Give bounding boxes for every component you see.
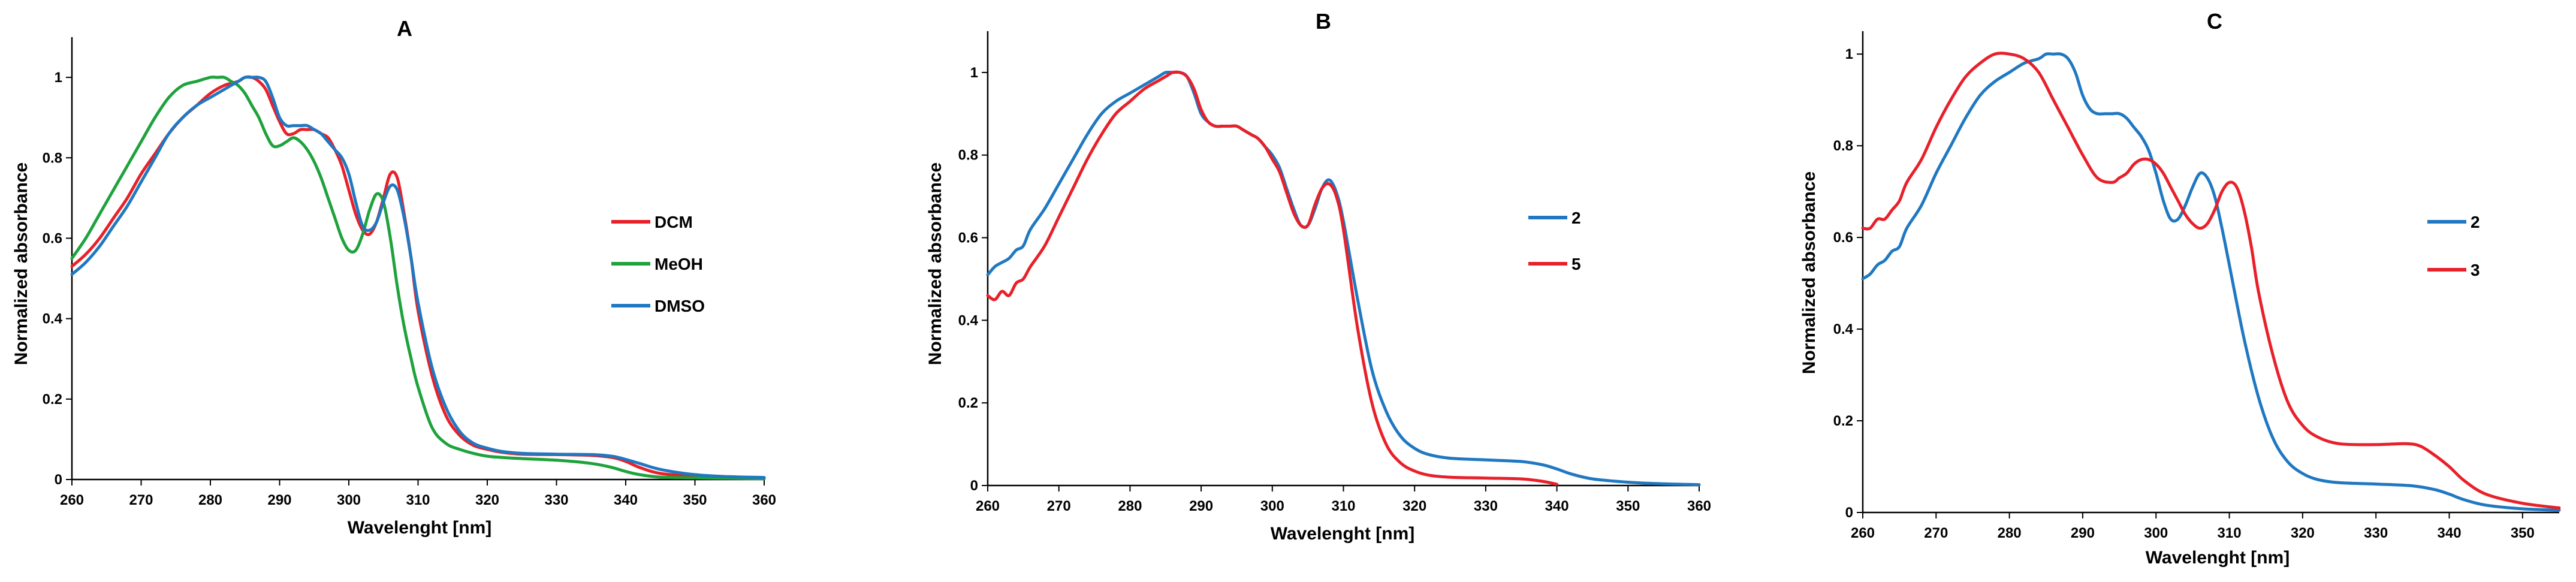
x-tick-label: 290 [1189,498,1213,514]
plot-area: 0 0.2 0.4 0.6 0.8 1 260 270 280 290 300 310 320 330 34… [958,31,1711,514]
x-tick-label: 270 [1924,525,1948,541]
x-axis-label: Wavelenght [nm] [1271,524,1415,544]
x-tick-label: 340 [614,492,638,508]
y-tick-label: 1 [970,65,978,81]
y-tick-label: 1 [55,70,62,86]
x-tick-label: 260 [1851,525,1875,541]
plot-area: 0 0.2 0.4 0.6 0.8 1 260 270 280 290 300 310 320 330 34… [1833,31,2561,541]
legend-item-meoh: MeOH [611,255,703,273]
x-tick-label: 350 [683,492,707,508]
legend: 2 3 [2427,213,2480,279]
x-tick-label: 300 [337,492,361,508]
legend: DCM MeOH DMSO [611,213,705,315]
chart-title: C [2207,9,2222,34]
legend-label-2: 2 [2471,213,2480,231]
series-line-dcm [70,75,766,480]
x-axis-label: Wavelenght [nm] [348,518,492,538]
x-tick-label: 280 [1118,498,1142,514]
legend-item-dmso: DMSO [611,297,705,315]
y-tick-label: 0 [970,478,978,494]
x-tick-label: 310 [1331,498,1355,514]
x-axis-label: Wavelenght [nm] [2146,548,2290,568]
x-tick-label: 310 [406,492,430,508]
x-tick-label: 340 [2438,525,2462,541]
y-tick-label: 0.8 [1833,138,1853,154]
x-tick-label: 290 [2071,525,2095,541]
x-tick-label: 280 [1998,525,2022,541]
x-tick-label: 330 [1474,498,1498,514]
y-tick-label: 0.6 [43,230,62,246]
series-line-2 [986,70,1701,487]
x-tick-label: 320 [475,492,499,508]
x-tick-label: 300 [1260,498,1284,514]
series-line-meoh [70,76,766,481]
x-tick-label: 270 [129,492,153,508]
y-tick-label: 0.6 [1833,230,1853,246]
legend-label-meoh: MeOH [654,255,703,273]
legend-item-2: 2 [2427,213,2480,231]
y-tick-label: 0.2 [1833,413,1853,429]
x-tick-label: 320 [2291,525,2315,541]
legend-label-2: 2 [1571,209,1581,227]
legend-label-5: 5 [1571,255,1581,273]
legend-item-5: 5 [1528,255,1581,273]
y-axis-label: Normalized absorbance [11,162,31,365]
x-tick-label: 360 [752,492,776,508]
y-tick-label: 0.2 [43,391,62,408]
x-tick-label: 330 [544,492,568,508]
legend: 2 5 [1528,209,1581,273]
chart-title: B [1316,9,1331,34]
series-line-5 [986,70,1559,486]
x-tick-label: 260 [976,498,1000,514]
chart-title: A [397,16,412,41]
y-tick-label: 0.4 [43,311,63,327]
y-tick-label: 1 [1845,46,1853,62]
y-tick-label: 0.8 [43,150,62,166]
legend-item-dcm: DCM [611,213,693,231]
x-tick-label: 350 [2511,525,2535,541]
x-tick-label: 340 [1545,498,1569,514]
y-tick-label: 0.6 [958,230,978,246]
series-line-3 [1861,52,2561,509]
y-tick-label: 0.8 [958,147,978,164]
legend-item-3: 3 [2427,261,2480,279]
y-tick-label: 0.4 [958,312,979,328]
x-tick-label: 270 [1047,498,1071,514]
plot-area: 0 0.2 0.4 0.6 0.8 1 260 270 280 290 300 310 320 330 34… [43,37,776,508]
chart-panel-b: B Normalized absorbance Wavelenght [nm] … [925,9,1711,544]
series-line-2 [1861,52,2561,512]
chart-panel-a: A Normalized absorbance Wavelenght [nm] … [11,16,776,538]
x-tick-label: 310 [2218,525,2242,541]
x-tick-label: 330 [2364,525,2388,541]
series-line-dmso [70,76,766,480]
y-axis-label: Normalized absorbance [925,162,945,365]
x-tick-label: 350 [1616,498,1640,514]
y-tick-label: 0.4 [1833,321,1854,337]
x-tick-label: 320 [1402,498,1426,514]
legend-label-dcm: DCM [654,213,693,231]
y-tick-label: 0 [1845,505,1853,521]
legend-item-2: 2 [1528,209,1581,227]
x-tick-label: 280 [198,492,222,508]
y-axis-label: Normalized absorbance [1799,171,1819,374]
legend-label-dmso: DMSO [654,297,705,315]
chart-panel-c: C Normalized absorbance Wavelenght [nm] … [1799,9,2561,568]
x-tick-label: 300 [2144,525,2168,541]
x-tick-label: 260 [60,492,84,508]
y-tick-label: 0.2 [958,395,978,411]
legend-label-3: 3 [2471,261,2480,279]
x-tick-label: 290 [267,492,291,508]
x-tick-label: 360 [1687,498,1711,514]
y-tick-label: 0 [55,472,62,488]
